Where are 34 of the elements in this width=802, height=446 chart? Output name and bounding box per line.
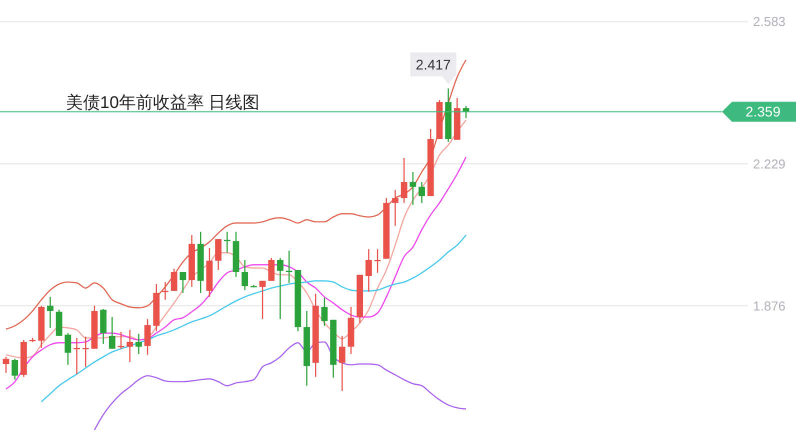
candlestick — [392, 189, 398, 226]
candlestick — [47, 296, 54, 328]
candlestick — [170, 268, 178, 292]
y-tick-label: 2.229 — [753, 156, 786, 172]
candlestick — [277, 257, 284, 320]
y-tick-label: 2.583 — [753, 14, 786, 30]
line-series — [94, 341, 467, 431]
candlestick — [338, 335, 346, 392]
candlestick — [410, 171, 416, 206]
ref-line-label: 2.359 — [745, 104, 781, 120]
line-series — [40, 234, 467, 402]
candlestick — [242, 259, 248, 291]
candlestick — [64, 332, 72, 366]
candlestick — [144, 318, 151, 356]
line-series — [5, 156, 467, 390]
candlestick — [108, 316, 116, 350]
line-series — [5, 120, 467, 359]
candlestick — [126, 329, 134, 363]
candlestick — [321, 297, 328, 326]
candlestick — [12, 358, 18, 380]
candlestick — [400, 157, 408, 204]
candlestick — [259, 280, 266, 320]
candlestick — [268, 257, 275, 282]
candlestick — [2, 356, 10, 374]
candlestick — [365, 248, 372, 292]
text: 美债10年前收益率 日线图 — [66, 93, 260, 112]
candlestick — [215, 238, 222, 271]
candlestick — [418, 181, 425, 204]
candlestick — [100, 308, 107, 345]
candlestick — [180, 271, 186, 294]
annotation: 2.417 — [416, 56, 452, 72]
y-tick-label: 1.876 — [753, 298, 786, 314]
candlestick — [135, 333, 142, 355]
line-series — [5, 59, 467, 330]
